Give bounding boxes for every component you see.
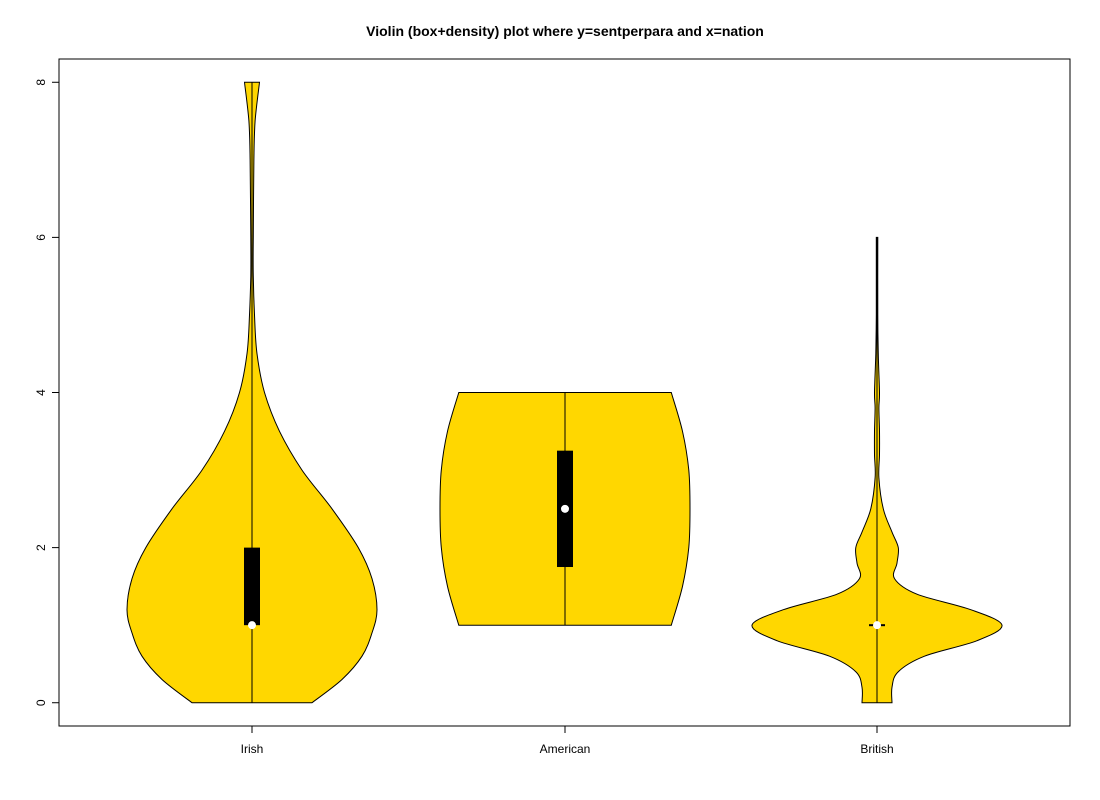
violins-layer: [126, 81, 1003, 704]
y-axis: 0 2 4 6 8: [34, 79, 60, 706]
y-tick-label: 8: [34, 79, 48, 86]
chart-title: Violin (box+density) plot where y=sentpe…: [366, 23, 764, 39]
y-tick-label: 0: [34, 699, 48, 706]
y-tick-label: 6: [34, 234, 48, 241]
y-tick-label: 2: [34, 544, 48, 551]
x-axis: Irish American British: [241, 725, 894, 756]
y-tick-label: 4: [34, 389, 48, 396]
x-tick-label: British: [860, 742, 893, 756]
violin-american: [439, 392, 691, 626]
median-dot: [561, 504, 569, 513]
median-dot: [248, 621, 256, 630]
iqr-box: [244, 547, 260, 626]
violin-british: [751, 236, 1003, 704]
violin-irish: [126, 81, 378, 704]
x-tick-label: American: [540, 742, 591, 756]
median-dot: [873, 621, 881, 630]
x-tick-label: Irish: [241, 742, 264, 756]
